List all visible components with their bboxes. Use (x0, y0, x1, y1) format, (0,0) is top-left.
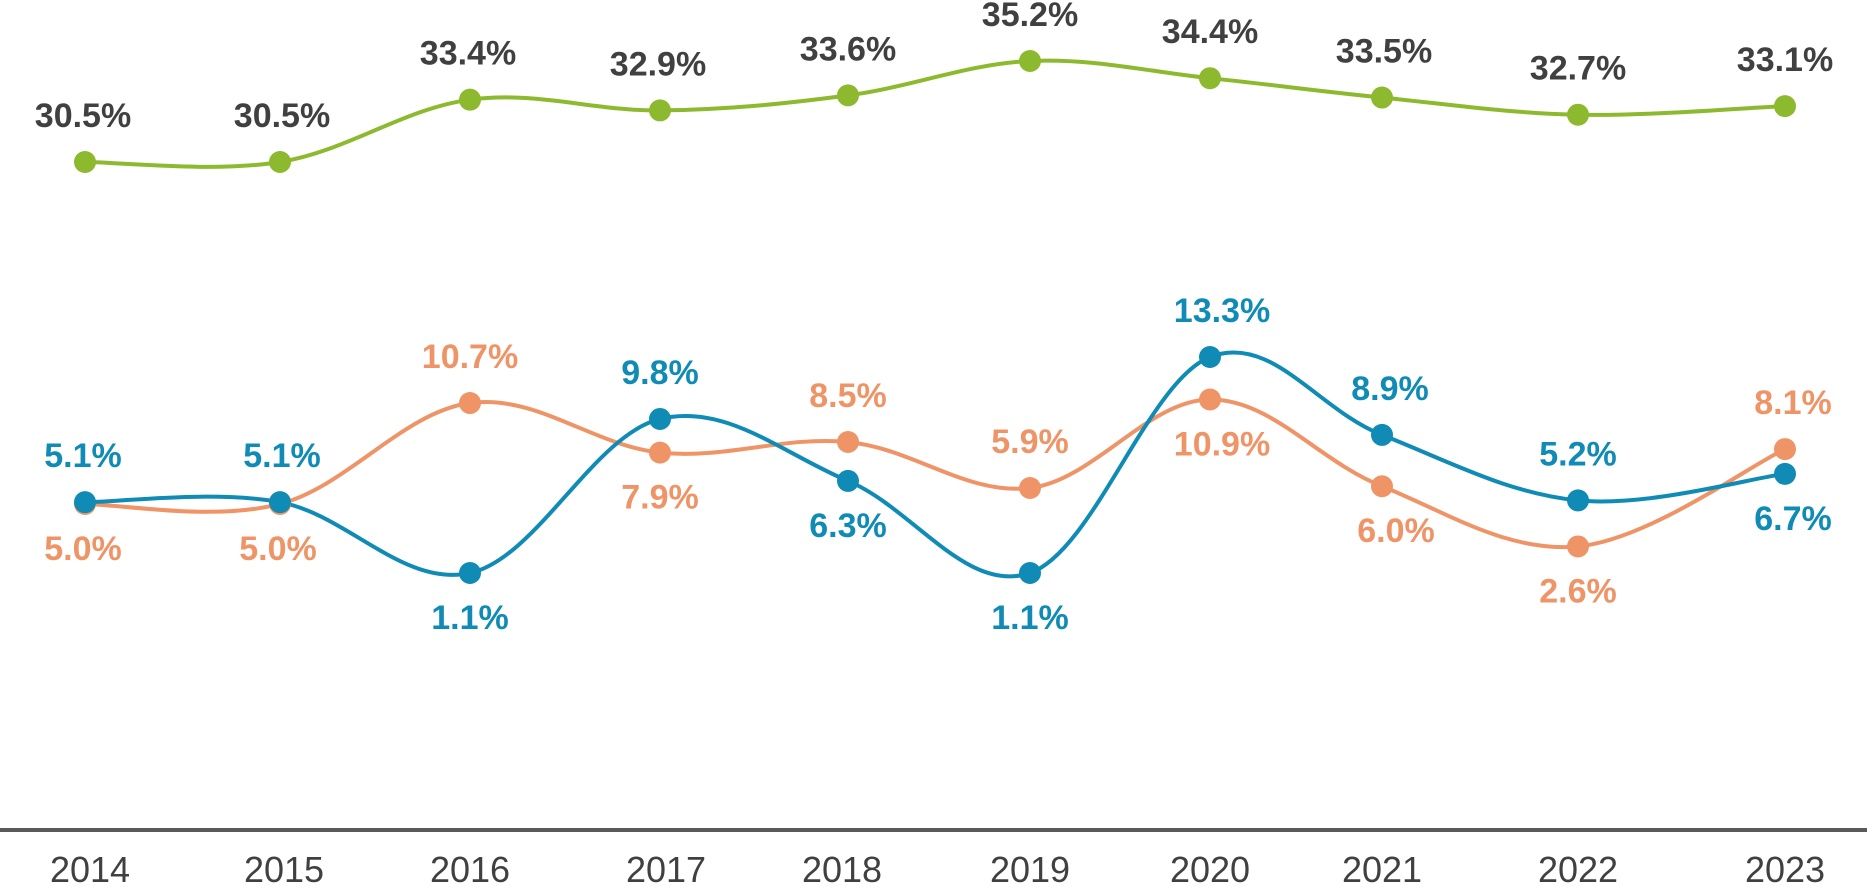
point-blue-2021 (1371, 423, 1393, 446)
data-label-orange-2019: 5.9% (991, 423, 1069, 461)
point-blue-2015 (269, 491, 291, 514)
data-labels: 30.5% 30.5% 33.4% 32.9% 33.6% 35.2% 34.4% 33.5%… (35, 0, 1833, 637)
point-green-2019 (1019, 50, 1041, 72)
data-label-green-2019: 35.2% (982, 0, 1078, 34)
point-green-2016 (459, 88, 481, 111)
data-label-green-2023: 33.1% (1737, 41, 1833, 79)
data-label-blue-2017: 9.8% (621, 354, 699, 392)
data-label-blue-2021: 8.9% (1351, 370, 1429, 408)
data-label-blue-2019: 1.1% (991, 599, 1069, 637)
point-green-2022 (1567, 103, 1589, 126)
data-label-blue-2016: 1.1% (431, 599, 509, 637)
point-green-2018 (837, 84, 859, 107)
point-green-2017 (649, 99, 671, 122)
x-tick-2019: 2019 (990, 849, 1070, 890)
x-tick-2022: 2022 (1538, 849, 1618, 890)
data-label-blue-2023: 6.7% (1754, 500, 1832, 538)
x-tick-2021: 2021 (1342, 849, 1422, 890)
data-label-orange-2023: 8.1% (1754, 384, 1832, 422)
data-label-blue-2020: 13.3% (1174, 292, 1270, 330)
data-label-green-2021: 33.5% (1336, 33, 1432, 71)
series-points (74, 50, 1796, 584)
x-tick-2017: 2017 (626, 849, 706, 890)
x-tick-2016: 2016 (430, 849, 510, 890)
data-label-blue-2014: 5.1% (44, 437, 122, 475)
data-label-green-2018: 33.6% (800, 30, 896, 68)
data-label-orange-2014: 5.0% (44, 530, 122, 568)
data-label-orange-2022: 2.6% (1539, 572, 1617, 610)
point-blue-2018 (837, 469, 859, 492)
point-orange-2018 (837, 430, 859, 453)
point-blue-2022 (1567, 489, 1589, 512)
series-line-green (84, 58, 1786, 169)
data-label-green-2020: 34.4% (1162, 13, 1258, 51)
x-tick-2020: 2020 (1170, 849, 1250, 890)
data-label-green-2015: 30.5% (234, 97, 330, 135)
data-label-green-2022: 32.7% (1530, 50, 1626, 88)
point-orange-2019 (1019, 477, 1041, 500)
point-orange-2023 (1774, 438, 1796, 461)
point-green-2021 (1371, 86, 1393, 109)
x-tick-2018: 2018 (802, 849, 882, 890)
data-label-orange-2017: 7.9% (621, 479, 699, 517)
x-tick-2023: 2023 (1745, 849, 1825, 890)
point-blue-2020 (1199, 346, 1221, 368)
point-green-2020 (1199, 67, 1221, 90)
data-label-blue-2018: 6.3% (809, 507, 887, 545)
x-axis-ticks: 2014 2015 2016 2017 2018 2019 2020 2021 2022 2023 (50, 849, 1825, 890)
series-lines (84, 58, 1786, 579)
point-orange-2016 (459, 392, 481, 415)
data-label-green-2016: 33.4% (420, 35, 516, 73)
data-label-green-2017: 32.9% (610, 45, 706, 83)
point-orange-2017 (649, 441, 671, 464)
point-blue-2016 (459, 562, 481, 584)
point-blue-2023 (1774, 462, 1796, 485)
point-blue-2019 (1019, 562, 1041, 584)
point-orange-2020 (1199, 388, 1221, 411)
data-label-blue-2022: 5.2% (1539, 435, 1617, 473)
data-label-orange-2018: 8.5% (809, 377, 887, 415)
data-label-orange-2020: 10.9% (1174, 425, 1270, 463)
point-blue-2017 (649, 407, 671, 430)
data-label-orange-2021: 6.0% (1357, 512, 1435, 550)
point-green-2014 (74, 151, 96, 173)
point-green-2023 (1774, 95, 1796, 118)
point-blue-2014 (74, 491, 96, 514)
x-tick-2015: 2015 (244, 849, 324, 890)
series-line-orange (84, 397, 1786, 550)
point-orange-2022 (1567, 535, 1589, 558)
data-label-green-2014: 30.5% (35, 97, 131, 135)
point-green-2015 (269, 151, 291, 173)
series-line-blue (84, 350, 1786, 579)
data-label-orange-2015: 5.0% (239, 530, 317, 568)
x-tick-2014: 2014 (50, 849, 130, 890)
data-label-blue-2015: 5.1% (243, 437, 321, 475)
point-orange-2021 (1371, 475, 1393, 498)
data-label-orange-2016: 10.7% (422, 338, 518, 376)
